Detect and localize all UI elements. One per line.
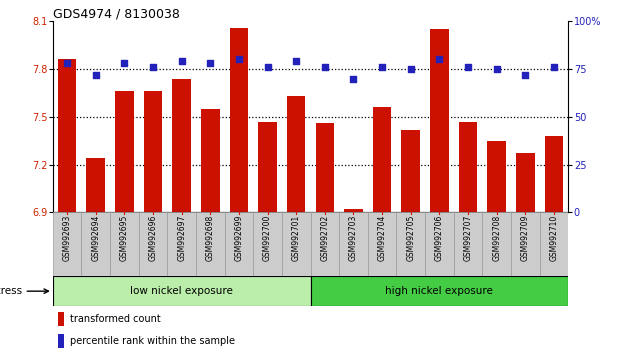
Point [263, 64, 273, 70]
Text: GSM992701: GSM992701 [292, 214, 301, 261]
Text: GSM992698: GSM992698 [206, 214, 215, 261]
Text: GSM992696: GSM992696 [148, 214, 158, 261]
Bar [396, 212, 425, 276]
Bar [258, 122, 277, 212]
Point [492, 66, 502, 72]
Point [549, 64, 559, 70]
Bar [315, 123, 334, 212]
Text: GSM992706: GSM992706 [435, 214, 444, 261]
Bar [253, 212, 282, 276]
Text: GSM992705: GSM992705 [406, 214, 415, 261]
Bar [201, 109, 220, 212]
Point [348, 76, 358, 81]
Point [520, 72, 530, 78]
Bar [310, 212, 339, 276]
Point [406, 66, 415, 72]
Bar [454, 212, 483, 276]
Point [177, 58, 187, 64]
Text: GSM992703: GSM992703 [349, 214, 358, 261]
Text: GSM992702: GSM992702 [320, 214, 329, 261]
Bar [344, 209, 363, 212]
Point [119, 61, 129, 66]
Text: low nickel exposure: low nickel exposure [130, 286, 233, 296]
Bar [173, 79, 191, 212]
Bar [339, 212, 368, 276]
Text: GSM992694: GSM992694 [91, 214, 100, 261]
Bar [58, 59, 76, 212]
Text: GSM992704: GSM992704 [378, 214, 387, 261]
Point [91, 72, 101, 78]
Text: GSM992709: GSM992709 [521, 214, 530, 261]
Bar [368, 212, 396, 276]
Bar [282, 212, 310, 276]
Bar [53, 212, 81, 276]
Point [377, 64, 387, 70]
Bar [115, 91, 134, 212]
Text: GSM992710: GSM992710 [550, 214, 558, 261]
Text: GSM992699: GSM992699 [234, 214, 243, 261]
Bar [143, 91, 162, 212]
Bar [516, 154, 535, 212]
Point [62, 61, 72, 66]
Text: percentile rank within the sample: percentile rank within the sample [70, 336, 235, 346]
Point [320, 64, 330, 70]
Text: GSM992695: GSM992695 [120, 214, 129, 261]
Bar [58, 312, 65, 326]
Bar [86, 158, 105, 212]
Bar [401, 130, 420, 212]
Bar [425, 212, 454, 276]
Bar [81, 212, 110, 276]
Bar [373, 107, 391, 212]
Bar [110, 212, 138, 276]
Text: GSM992708: GSM992708 [492, 214, 501, 261]
Bar [487, 141, 506, 212]
Bar [167, 212, 196, 276]
Bar [459, 122, 478, 212]
Text: GSM992700: GSM992700 [263, 214, 272, 261]
Bar [310, 276, 568, 306]
Bar [225, 212, 253, 276]
Text: transformed count: transformed count [70, 314, 160, 324]
Bar [138, 212, 167, 276]
Bar [545, 136, 563, 212]
Point [435, 57, 445, 62]
Point [291, 58, 301, 64]
Point [463, 64, 473, 70]
Bar [58, 334, 65, 348]
Point [234, 57, 244, 62]
Text: stress: stress [0, 286, 23, 296]
Text: high nickel exposure: high nickel exposure [386, 286, 493, 296]
Text: GSM992707: GSM992707 [463, 214, 473, 261]
Bar [430, 29, 448, 212]
Point [206, 61, 215, 66]
Bar [53, 276, 310, 306]
Bar [230, 28, 248, 212]
Bar [540, 212, 568, 276]
Bar [287, 96, 306, 212]
Text: GSM992693: GSM992693 [63, 214, 71, 261]
Bar [511, 212, 540, 276]
Bar [196, 212, 225, 276]
Point [148, 64, 158, 70]
Text: GDS4974 / 8130038: GDS4974 / 8130038 [53, 7, 179, 20]
Text: GSM992697: GSM992697 [177, 214, 186, 261]
Bar [483, 212, 511, 276]
